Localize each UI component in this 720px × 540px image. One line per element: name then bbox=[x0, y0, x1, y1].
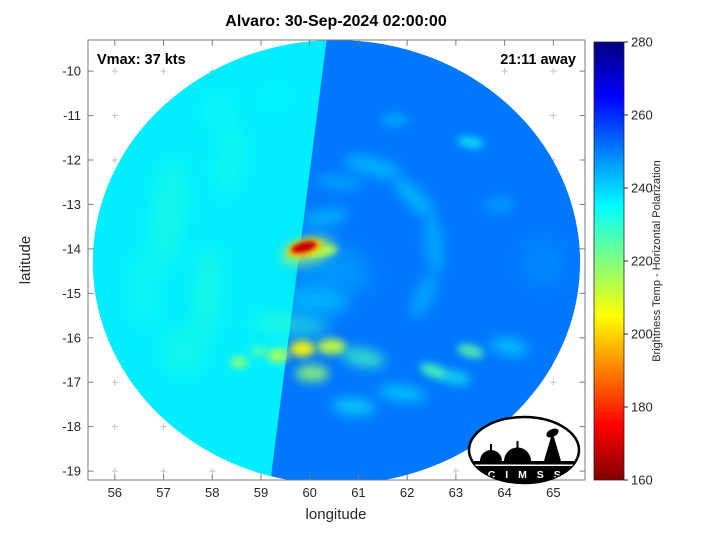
grid-cross bbox=[550, 112, 557, 119]
swath-feature bbox=[331, 398, 376, 415]
y-tick-label: -14 bbox=[62, 241, 81, 256]
colorbar: 160 180 200 220 240 260 280 Brightness Temp - … bbox=[593, 35, 663, 488]
x-tick-label: 60 bbox=[302, 485, 316, 500]
grid-cross bbox=[550, 379, 557, 386]
colorbar-tick-label: 160 bbox=[631, 473, 653, 488]
swath-feature bbox=[519, 235, 568, 289]
annotation-time-away: 21:11 away bbox=[500, 52, 576, 68]
x-tick-label: 61 bbox=[351, 485, 365, 500]
y-tick-label: -17 bbox=[62, 375, 81, 390]
grid-cross bbox=[111, 423, 118, 430]
swath-feature bbox=[411, 273, 438, 318]
swath-feature bbox=[230, 356, 248, 368]
y-tick-label: -12 bbox=[62, 153, 81, 168]
swath-feature bbox=[344, 155, 402, 179]
grid-cross bbox=[111, 156, 118, 164]
observatory-dome-icon bbox=[480, 450, 502, 461]
swath-feature bbox=[291, 241, 317, 253]
colorbar-gradient bbox=[593, 41, 625, 481]
swath-feature bbox=[380, 113, 410, 127]
y-tick-label: -16 bbox=[62, 330, 81, 345]
plot-title: Alvaro: 30-Sep-2024 02:00:00 bbox=[225, 13, 447, 30]
swath-feature bbox=[441, 371, 471, 385]
swath-feature bbox=[214, 120, 244, 200]
colorbar-tick-label: 200 bbox=[631, 327, 653, 342]
observatory-dome-large-icon bbox=[504, 447, 531, 461]
swath-feature bbox=[200, 88, 240, 134]
swath-feature bbox=[490, 338, 529, 356]
plot-frame bbox=[87, 39, 586, 481]
colorbar-tick-label: 180 bbox=[631, 400, 653, 415]
axis-tick-labels: 56 57 58 59 60 61 62 63 64 65 -10 -11 -12 -13 -14 -15 -1… bbox=[62, 64, 560, 500]
x-tick-label: 58 bbox=[205, 485, 219, 500]
x-tick-label: 63 bbox=[449, 485, 463, 500]
swath-feature bbox=[280, 286, 349, 314]
grid-cross bbox=[501, 67, 508, 75]
colorbar-ticks: 160 180 200 220 240 260 280 bbox=[624, 35, 653, 488]
grid-cross bbox=[452, 467, 460, 475]
swath-feature bbox=[126, 248, 162, 329]
swath-feature bbox=[457, 344, 484, 359]
x-axis-label: longitude bbox=[306, 506, 367, 523]
x-tick-label: 64 bbox=[497, 485, 511, 500]
swath-feature bbox=[317, 338, 347, 355]
grid-cross bbox=[160, 423, 167, 430]
colorbar-tick-label: 260 bbox=[631, 108, 653, 123]
swath-feature bbox=[378, 384, 427, 402]
logo-text: C I M S S bbox=[488, 469, 564, 481]
swath-feature bbox=[485, 196, 515, 213]
colorbar-tick-label: 280 bbox=[631, 35, 653, 50]
y-tick-label: -10 bbox=[62, 64, 81, 79]
colorbar-tick-label: 220 bbox=[631, 254, 653, 269]
swath-feature bbox=[192, 244, 223, 343]
grid-cross bbox=[160, 67, 167, 75]
y-tick-label: -18 bbox=[62, 419, 81, 434]
logo-contents: C I M S S bbox=[469, 428, 579, 483]
swath-feature bbox=[250, 345, 267, 357]
swath-feature bbox=[300, 208, 349, 228]
annotation-vmax: Vmax: 37 kts bbox=[97, 52, 186, 68]
swath-feature bbox=[251, 312, 330, 337]
grid-cross bbox=[111, 112, 118, 119]
y-tick-label: -19 bbox=[62, 464, 81, 479]
radio-tower-icon bbox=[544, 437, 561, 461]
grid-cross bbox=[550, 67, 557, 75]
swath-feature bbox=[251, 80, 300, 116]
swath-feature bbox=[420, 363, 448, 380]
y-tick-label: -15 bbox=[62, 286, 81, 301]
x-tick-label: 59 bbox=[254, 485, 268, 500]
swath-feature bbox=[394, 177, 435, 218]
swath-feature bbox=[457, 136, 484, 148]
swath-feature bbox=[424, 215, 444, 274]
colorbar-tick-label: 240 bbox=[631, 181, 653, 196]
swath-feature bbox=[158, 326, 208, 376]
x-tick-label: 62 bbox=[400, 485, 414, 500]
colorbar-label: Brightness Temp - Horizontal Polarizatio… bbox=[651, 160, 663, 362]
x-tick-label: 57 bbox=[156, 485, 170, 500]
swath-feature bbox=[314, 173, 364, 191]
grid-cross bbox=[111, 379, 118, 386]
swath-feature bbox=[295, 364, 330, 383]
logo-ground bbox=[469, 461, 579, 483]
grid-cross bbox=[209, 467, 216, 475]
grid-cross bbox=[160, 467, 167, 475]
swath-feature bbox=[341, 348, 385, 368]
swath-feature bbox=[267, 348, 289, 363]
y-tick-label: -13 bbox=[62, 197, 81, 212]
x-tick-label: 65 bbox=[546, 485, 560, 500]
cimss-logo: C I M S S bbox=[467, 415, 581, 485]
y-tick-label: -11 bbox=[63, 108, 81, 123]
swath-feature bbox=[150, 155, 187, 271]
logo-rule bbox=[472, 464, 576, 466]
tower-dish-icon bbox=[546, 428, 559, 438]
grid-cross bbox=[111, 467, 118, 475]
grid-cross bbox=[111, 67, 118, 75]
swath-feature bbox=[289, 340, 316, 357]
y-axis-label: latitude bbox=[17, 236, 34, 284]
x-tick-label: 56 bbox=[108, 485, 122, 500]
